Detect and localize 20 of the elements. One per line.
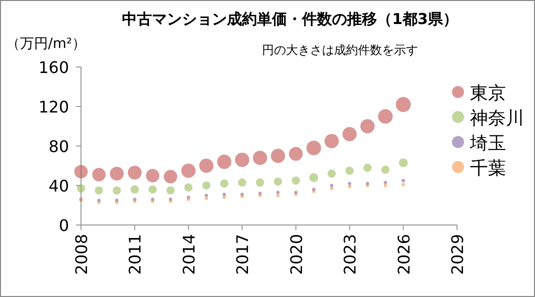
x-tick-label: 2029 (448, 234, 467, 275)
x-tick-label: 2017 (233, 234, 252, 275)
legend-label: 神奈川 (470, 108, 524, 129)
x-tick-label: 2008 (72, 234, 91, 275)
y-tick-label: 40 (48, 176, 69, 196)
y-tick-label: 80 (48, 137, 69, 156)
y-tick-label: 0 (58, 216, 69, 235)
x-tick-label: 2026 (394, 234, 414, 275)
x-tick-label: 2020 (286, 234, 306, 275)
x-tick-label: 2014 (179, 234, 198, 275)
legend-label: 千葉 (470, 158, 506, 179)
y-tick-label: 160 (38, 58, 69, 77)
y-axis-title: （万円/m²） (6, 36, 86, 52)
x-tick-label: 2023 (340, 234, 360, 275)
chart-title: 中古マンション成約単価・件数の推移（1都3県） (122, 10, 458, 28)
text: 円の大きさは成約件数を示す (262, 43, 418, 57)
y-tick-label: 120 (38, 98, 69, 116)
legend-label: 埼玉 (469, 133, 506, 154)
legend-label: 東京 (470, 83, 506, 104)
x-tick-label: 2011 (126, 234, 145, 275)
